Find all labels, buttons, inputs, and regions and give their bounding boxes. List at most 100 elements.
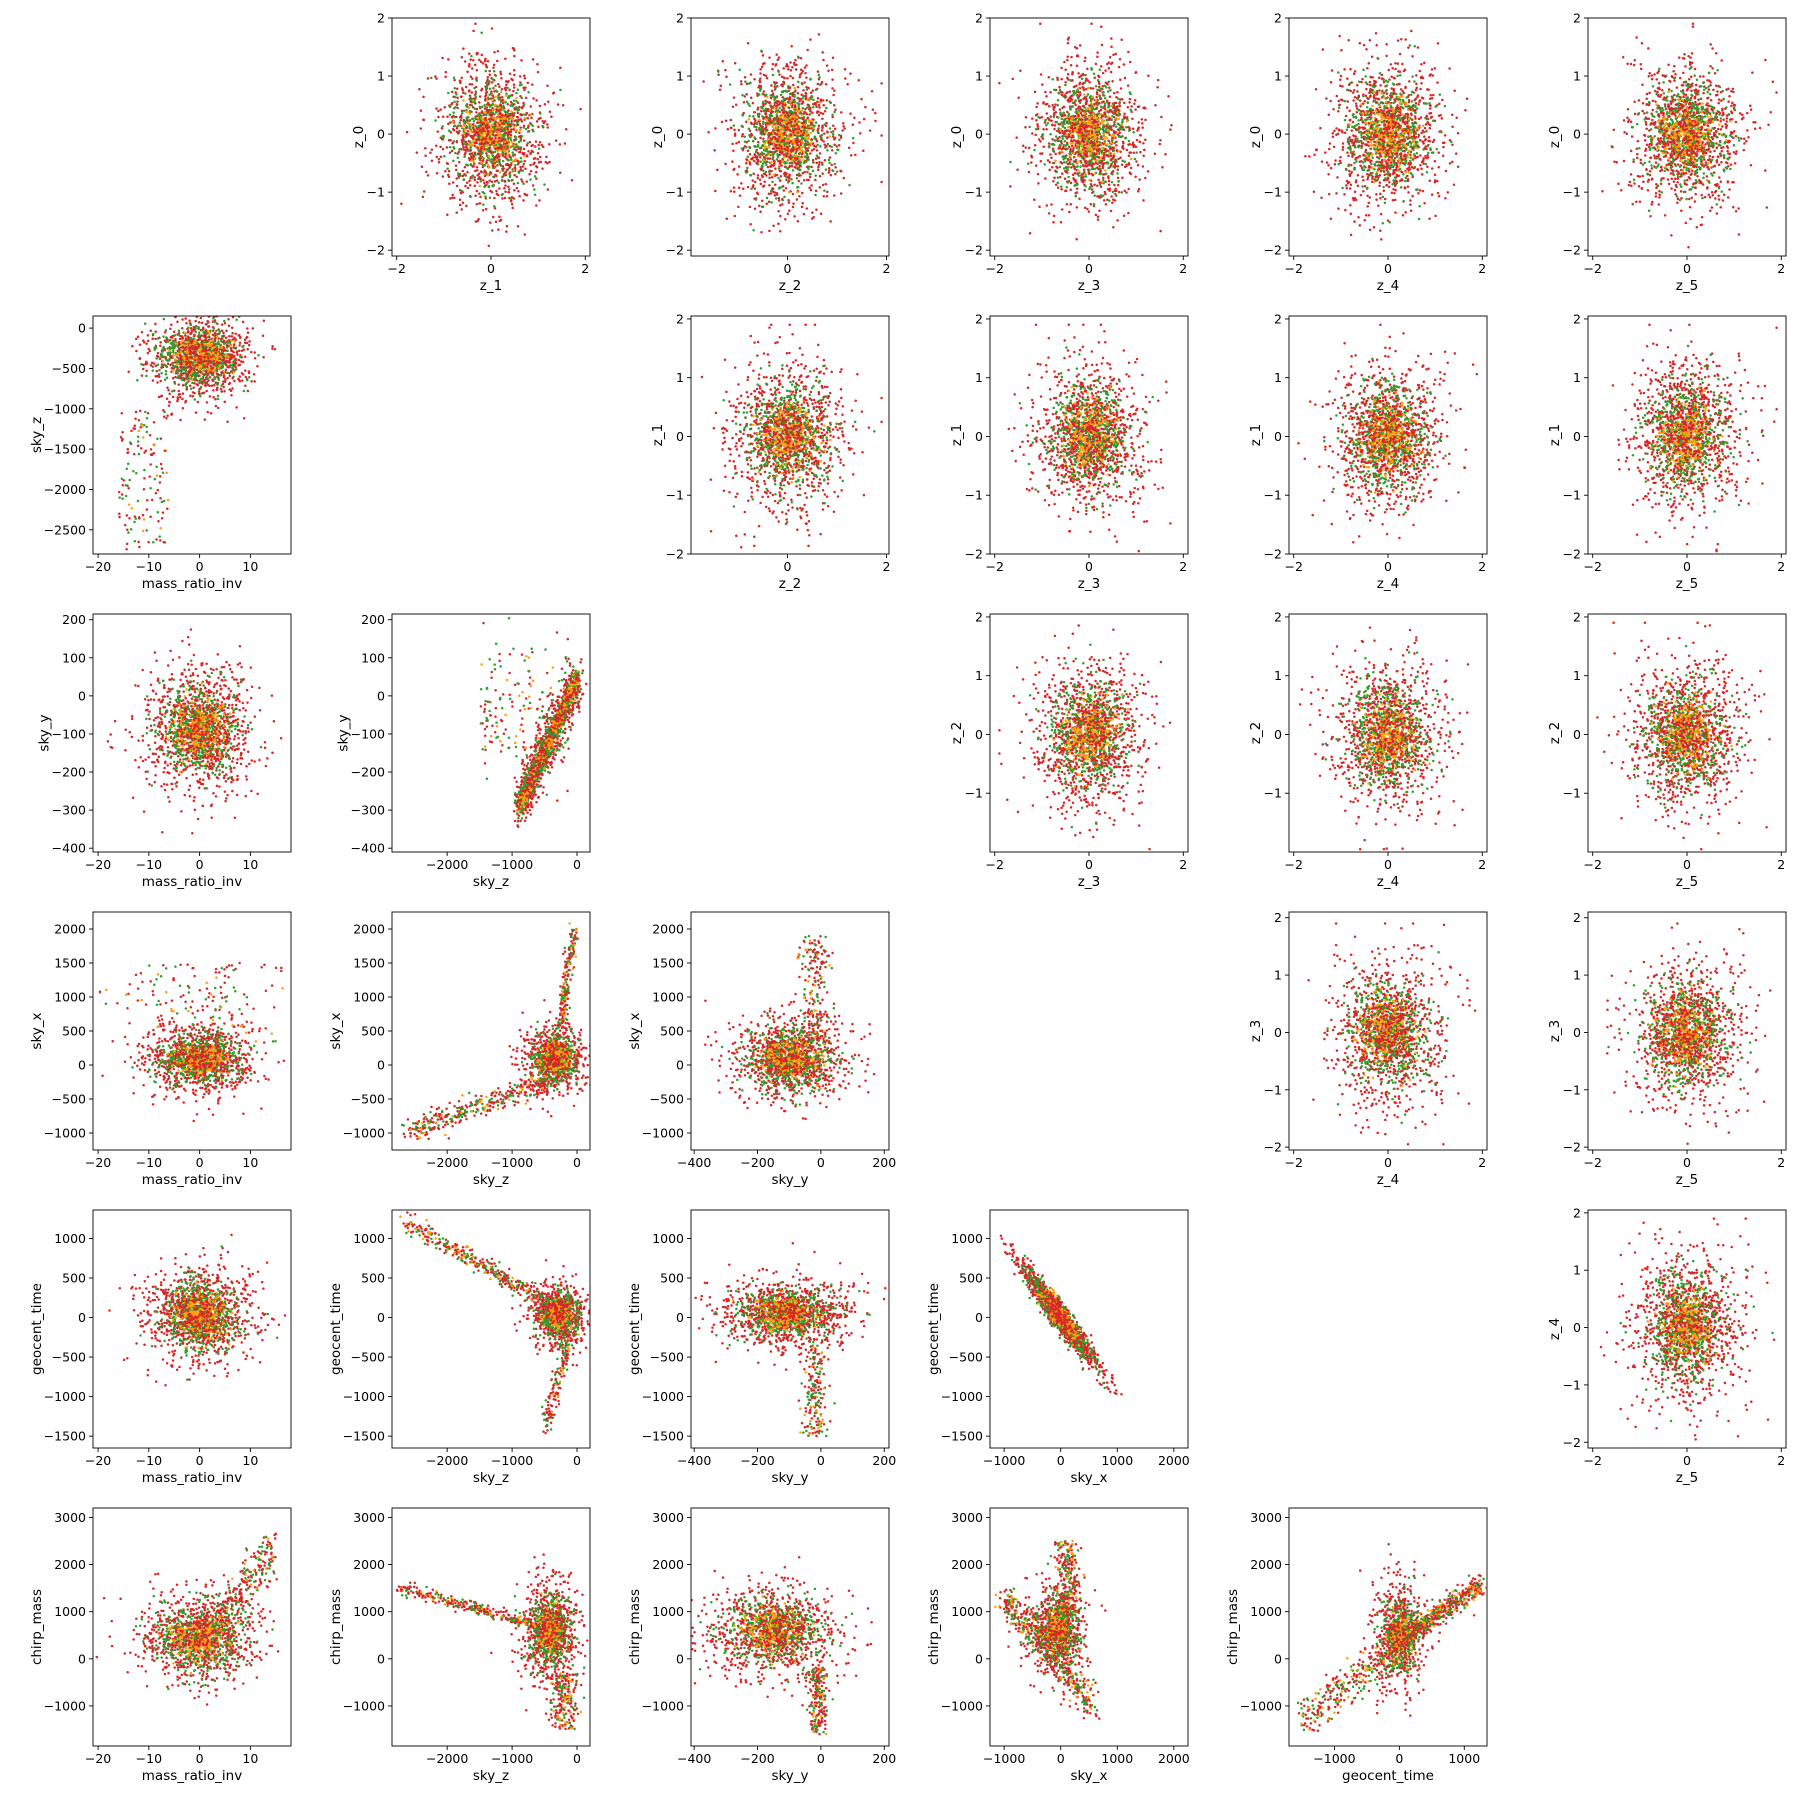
scatter-point	[771, 158, 774, 161]
scatter-point	[782, 117, 786, 120]
scatter-point	[798, 112, 801, 115]
scatter-point	[1115, 189, 1118, 193]
scatter-point	[754, 150, 758, 153]
scatter-point	[1062, 111, 1065, 115]
scatter-point	[1021, 144, 1025, 147]
scatter-point	[786, 113, 790, 117]
scatter-point	[1041, 137, 1045, 140]
scatter-point	[505, 83, 508, 87]
scatter-point	[812, 124, 815, 127]
scatter-point	[539, 160, 543, 164]
scatter-point	[497, 109, 501, 112]
scatter-point	[775, 158, 779, 161]
scatter-point	[795, 123, 798, 126]
scatter-point	[1098, 141, 1102, 144]
scatter-point	[1049, 115, 1053, 118]
scatter-point	[750, 134, 754, 137]
scatter-point	[458, 115, 462, 119]
scatter-point	[515, 106, 518, 109]
scatter-point	[1073, 46, 1077, 49]
scatter-point	[794, 68, 798, 71]
scatter-point	[713, 149, 716, 152]
scatter-point	[508, 72, 512, 76]
scatter-point	[1053, 88, 1056, 92]
scatter-point	[1095, 96, 1098, 99]
scatter-point	[483, 60, 487, 63]
scatter-point	[1058, 85, 1061, 89]
scatter-point	[747, 118, 751, 121]
scatter-point	[513, 139, 516, 142]
scatter-point	[801, 152, 804, 155]
scatter-point	[746, 155, 750, 158]
scatter-point	[1040, 115, 1044, 119]
scatter-point	[1042, 145, 1045, 148]
scatter-point	[505, 92, 508, 95]
scatter-point	[756, 176, 760, 180]
scatter-point	[1128, 151, 1131, 154]
scatter-point	[508, 114, 512, 117]
scatter-point	[455, 127, 459, 130]
scatter-point	[512, 83, 516, 86]
x-tick-label: 2	[883, 261, 891, 276]
scatter-point	[522, 199, 525, 202]
scatter-point	[480, 53, 484, 57]
scatter-point	[807, 137, 810, 141]
scatter-point	[1096, 218, 1100, 221]
scatter-point	[1082, 175, 1085, 179]
scatter-point	[1024, 115, 1028, 119]
scatter-point	[833, 110, 836, 114]
scatter-point	[499, 72, 503, 76]
scatter-point	[1049, 153, 1052, 156]
scatter-point	[801, 145, 805, 148]
scatter-point	[795, 173, 799, 177]
scatter-point	[1089, 203, 1093, 206]
scatter-point	[1103, 84, 1107, 87]
scatter-point	[499, 144, 503, 148]
scatter-point	[474, 22, 477, 26]
scatter-point	[1123, 189, 1126, 193]
scatter-point	[805, 207, 809, 210]
scatter-point	[780, 75, 784, 79]
scatter-point	[778, 169, 782, 173]
scatter-point	[794, 151, 797, 155]
scatter-point	[801, 101, 805, 104]
scatter-point	[798, 151, 802, 155]
scatter-point	[454, 106, 457, 109]
scatter-point	[513, 119, 516, 123]
scatter-point	[493, 51, 496, 54]
scatter-point	[454, 91, 457, 94]
scatter-point	[809, 78, 812, 81]
scatter-point	[523, 154, 526, 158]
scatter-point	[457, 131, 460, 135]
scatter-point	[744, 80, 747, 83]
scatter-point	[474, 169, 477, 173]
scatter-point	[753, 111, 756, 114]
scatter-point	[821, 172, 824, 175]
scatter-point	[1110, 45, 1113, 48]
scatter-point	[820, 161, 824, 164]
scatter-point	[834, 166, 837, 169]
scatter-point	[1060, 208, 1064, 211]
scatter-point	[1160, 115, 1163, 119]
scatter-point	[1103, 190, 1107, 194]
scatter-point	[1054, 103, 1057, 106]
scatter-point	[503, 110, 506, 113]
scatter-point	[827, 158, 831, 162]
scatter-point	[816, 156, 820, 159]
scatter-point	[851, 123, 855, 127]
scatter-point	[1074, 183, 1077, 187]
scatter-point	[1114, 52, 1118, 56]
scatter-point	[1101, 166, 1105, 170]
scatter-point	[467, 106, 471, 110]
scatter-point	[1055, 170, 1059, 173]
scatter-point	[1077, 168, 1080, 172]
scatter-point	[1057, 92, 1061, 95]
scatter-point	[504, 94, 508, 98]
scatter-point	[807, 178, 810, 182]
scatter-point	[761, 122, 765, 126]
scatter-point	[793, 165, 796, 169]
y-axis-label: z_0	[351, 126, 367, 148]
scatter-point	[805, 159, 808, 163]
scatter-point	[815, 105, 818, 108]
scatter-point	[764, 170, 768, 174]
